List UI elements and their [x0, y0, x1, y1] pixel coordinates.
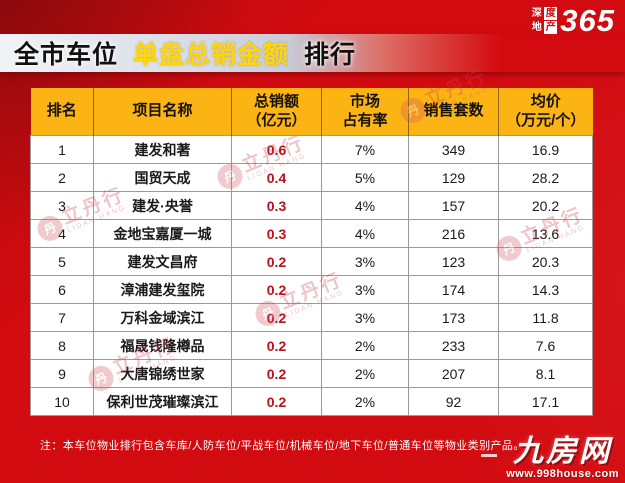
amount-cell: 0.2	[231, 387, 322, 416]
project-name-cell: 金地宝嘉厦一城	[93, 219, 232, 248]
project-name-cell: 万科金域滨江	[93, 303, 232, 332]
table-row: 10 保利世茂璀璨滨江 0.2 2% 92 17.1	[30, 387, 593, 416]
amount-cell: 0.4	[231, 163, 322, 192]
share-cell: 2%	[321, 387, 409, 416]
units-cell: 129	[408, 163, 499, 192]
table-row: 8 福晟钱隆樽品 0.2 2% 233 7.6	[30, 331, 593, 360]
title-part2: 排行	[303, 41, 356, 69]
project-name-cell: 建发文昌府	[93, 247, 232, 276]
units-cell: 123	[408, 247, 499, 276]
share-cell: 3%	[321, 247, 409, 276]
project-name-cell: 建发和著	[93, 135, 232, 164]
amount-cell: 0.3	[231, 191, 322, 220]
amount-cell: 0.3	[231, 219, 322, 248]
share-cell: 4%	[321, 219, 409, 248]
price-cell: 8.1	[498, 359, 593, 388]
project-name-cell: 大唐锦绣世家	[93, 359, 232, 388]
project-name-cell: 保利世茂璀璨滨江	[93, 387, 232, 416]
column-header-amount: 总销额 （亿元）	[231, 88, 322, 136]
column-header-price: 均价 （万元/个）	[498, 88, 593, 136]
price-cell: 28.2	[498, 163, 593, 192]
units-cell: 92	[408, 387, 499, 416]
table-row: 6 漳浦建发玺院 0.2 3% 174 14.3	[30, 275, 593, 304]
column-header-share: 市场 占有率	[321, 88, 409, 136]
rank-cell: 7	[30, 303, 94, 332]
rank-cell: 10	[30, 387, 94, 416]
share-cell: 2%	[321, 359, 409, 388]
project-name-cell: 国贸天成	[93, 163, 232, 192]
share-cell: 2%	[321, 331, 409, 360]
amount-cell: 0.2	[231, 359, 322, 388]
share-cell: 3%	[321, 275, 409, 304]
share-cell: 4%	[321, 191, 409, 220]
price-cell: 20.3	[498, 247, 593, 276]
brand-grid-icon: 深 度 地 产	[530, 7, 558, 34]
title-highlight: 单盘总销金额	[132, 41, 289, 69]
price-cell: 11.8	[498, 303, 593, 332]
price-cell: 14.3	[498, 275, 593, 304]
site-divider-line	[481, 454, 497, 457]
ranking-table: 排名 项目名称 总销额 （亿元） 市场 占有率 销售套数 均价 （万元/个） 1…	[30, 88, 593, 416]
table-row: 3 建发·央誉 0.3 4% 157 20.2	[30, 191, 593, 220]
rank-cell: 1	[30, 135, 94, 164]
table-row: 5 建发文昌府 0.2 3% 123 20.3	[30, 247, 593, 276]
units-cell: 157	[408, 191, 499, 220]
amount-cell: 0.2	[231, 275, 322, 304]
share-cell: 7%	[321, 135, 409, 164]
rank-cell: 9	[30, 359, 94, 388]
site-watermark: 九房网 www.998house.com	[506, 435, 619, 481]
amount-cell: 0.2	[231, 303, 322, 332]
rank-cell: 5	[30, 247, 94, 276]
footnote: 注：本车位物业排行包含车库/人防车位/平战车位/机械车位/地下车位/普通车位等物…	[40, 440, 525, 452]
title-banner: 全市车位 单盘总销金额 排行	[0, 34, 625, 72]
table-row: 4 金地宝嘉厦一城 0.3 4% 216 13.6	[30, 219, 593, 248]
units-cell: 173	[408, 303, 499, 332]
site-name: 九房网	[513, 435, 613, 468]
price-cell: 13.6	[498, 219, 593, 248]
project-name-cell: 漳浦建发玺院	[93, 275, 232, 304]
table-row: 7 万科金域滨江 0.2 3% 173 11.8	[30, 303, 593, 332]
column-header-rank: 排名	[30, 88, 94, 136]
page-title: 全市车位 单盘总销金额 排行	[14, 35, 356, 71]
brand-logo-365: 深 度 地 产 365	[530, 3, 615, 39]
units-cell: 216	[408, 219, 499, 248]
amount-cell: 0.6	[231, 135, 322, 164]
brand-char: 地	[531, 22, 542, 33]
brand-char: 度	[544, 7, 558, 20]
share-cell: 3%	[321, 303, 409, 332]
site-url: www.998house.com	[506, 468, 619, 480]
rank-cell: 4	[30, 219, 94, 248]
price-cell: 17.1	[498, 387, 593, 416]
price-cell: 20.2	[498, 191, 593, 220]
units-cell: 174	[408, 275, 499, 304]
rank-cell: 6	[30, 275, 94, 304]
project-name-cell: 建发·央誉	[93, 191, 232, 220]
table-header-row: 排名 项目名称 总销额 （亿元） 市场 占有率 销售套数 均价 （万元/个）	[30, 88, 593, 136]
units-cell: 233	[408, 331, 499, 360]
table-row: 2 国贸天成 0.4 5% 129 28.2	[30, 163, 593, 192]
share-cell: 5%	[321, 163, 409, 192]
price-cell: 7.6	[498, 331, 593, 360]
rank-cell: 3	[30, 191, 94, 220]
price-cell: 16.9	[498, 135, 593, 164]
units-cell: 207	[408, 359, 499, 388]
brand-char: 深	[531, 8, 542, 19]
rank-cell: 2	[30, 163, 94, 192]
amount-cell: 0.2	[231, 247, 322, 276]
column-header-units: 销售套数	[408, 88, 499, 136]
title-part1: 全市车位	[14, 41, 119, 69]
brand-char: 产	[544, 21, 558, 34]
brand-number: 365	[560, 3, 615, 38]
column-header-name: 项目名称	[93, 88, 232, 136]
amount-cell: 0.2	[231, 331, 322, 360]
project-name-cell: 福晟钱隆樽品	[93, 331, 232, 360]
units-cell: 349	[408, 135, 499, 164]
rank-cell: 8	[30, 331, 94, 360]
table-row: 1 建发和著 0.6 7% 349 16.9	[30, 135, 593, 164]
table-row: 9 大唐锦绣世家 0.2 2% 207 8.1	[30, 359, 593, 388]
